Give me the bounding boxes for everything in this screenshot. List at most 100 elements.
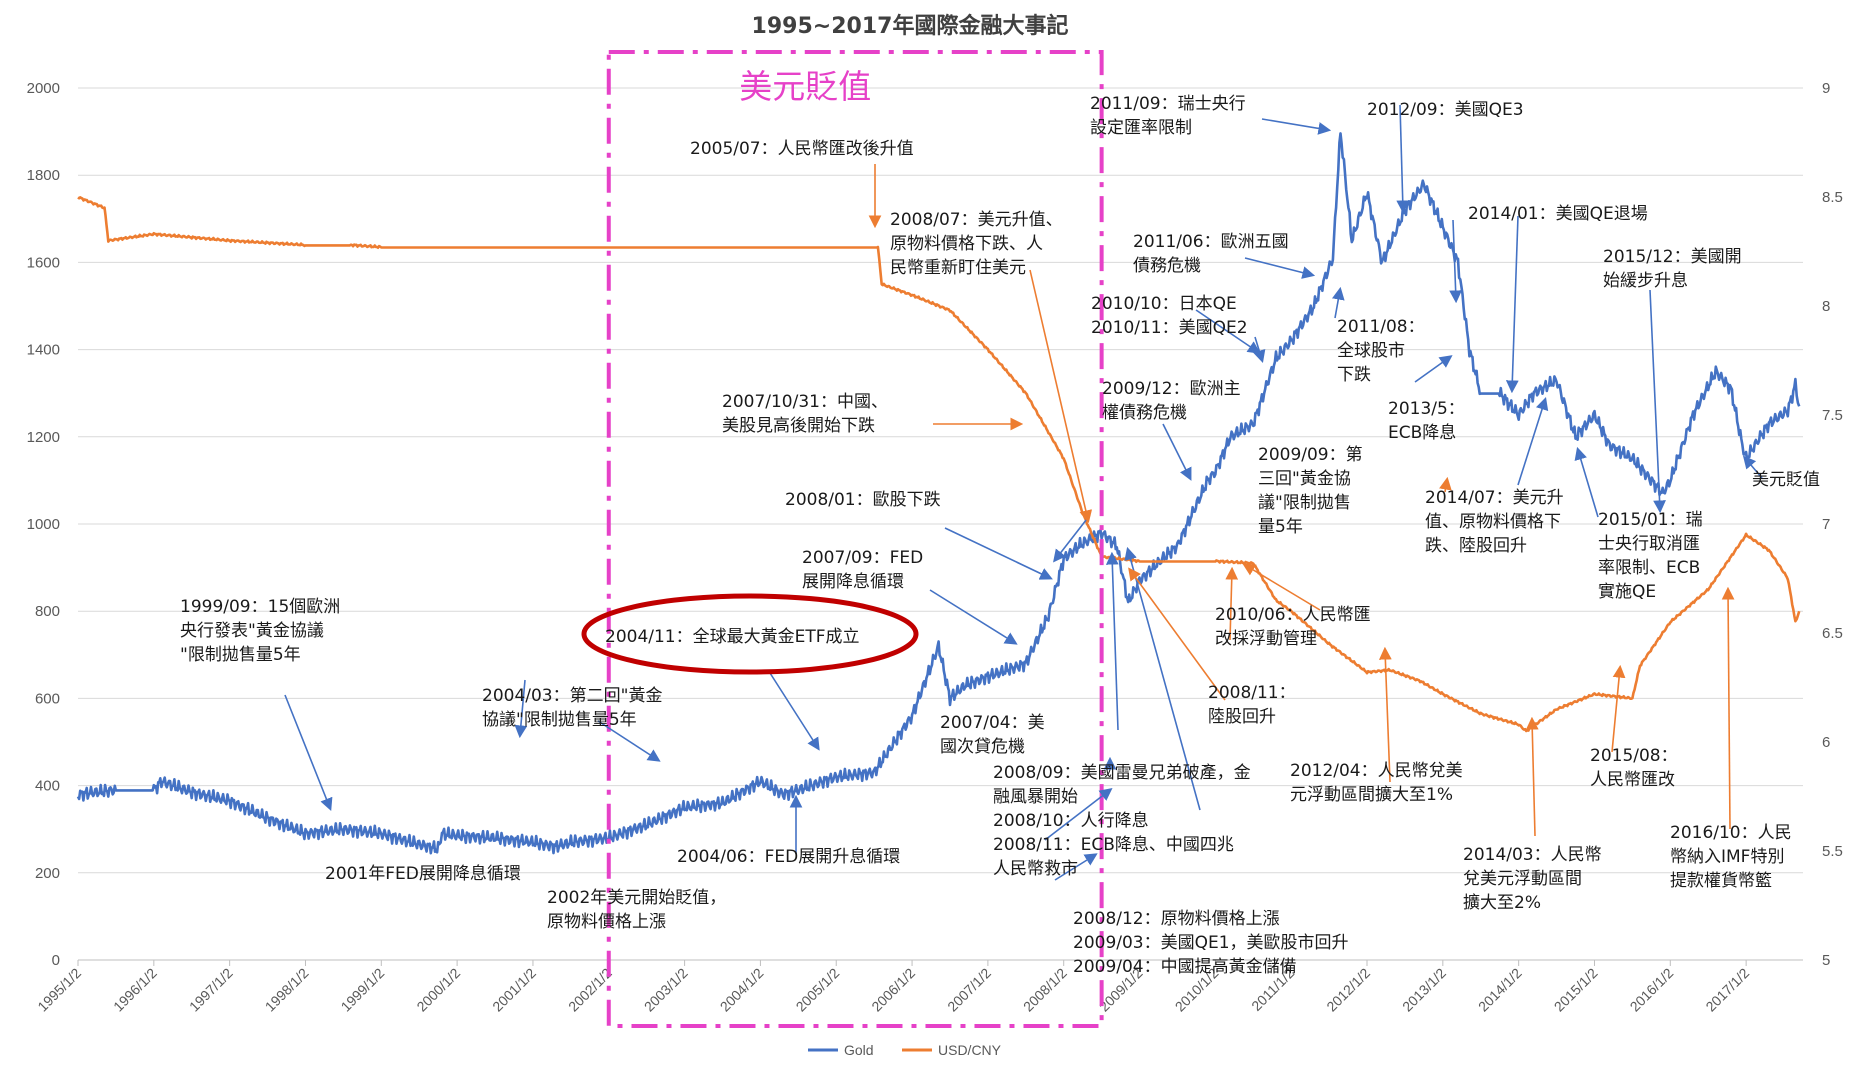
y-left-tick-label: 1600	[27, 254, 60, 271]
annotation-line: "限制拋售量5年	[180, 645, 301, 665]
y-right-tick-label: 7.5	[1822, 407, 1843, 424]
x-tick-label: 1996/1/2	[110, 965, 160, 1015]
y-left-tick-label: 400	[35, 778, 60, 795]
y-left-tick-label: 1000	[27, 516, 60, 533]
annotation-line: 國次貸危機	[940, 737, 1025, 757]
annotation-line: 2009/09：第	[1258, 445, 1363, 465]
annotation-arrow	[1044, 788, 1113, 841]
annotation: 2013/5： ECB降息	[1388, 399, 1465, 443]
chart-title: 1995~2017年國際金融大事記	[752, 13, 1069, 39]
annotation: 2014/03：人民幣兌美元浮動區間擴大至2%	[1463, 845, 1602, 913]
annotation-arrow	[1611, 664, 1626, 753]
y-right-tick-label: 5.5	[1822, 843, 1843, 860]
annotation: 美元貶值	[1752, 470, 1820, 490]
annotation-arrow	[1449, 219, 1463, 304]
annotation-line: 協議"限制拋售量5年	[482, 710, 637, 730]
annotation: 2010/10：日本QE 2010/11：美國QE2	[1091, 294, 1248, 338]
annotation-line: 2011/08：	[1337, 317, 1425, 337]
annotation: 2014/07：美元升值、原物料價格下跌、陸股回升	[1425, 488, 1564, 556]
y-left-tick-label: 800	[35, 603, 60, 620]
annotation: 2016/10：人民幣納入IMF特別提款權貨幣籃	[1670, 823, 1792, 891]
annotation-line: 民幣重新盯住美元	[890, 258, 1026, 278]
annotation-arrow	[1396, 104, 1410, 214]
annotation: 2014/01：美國QE退場	[1468, 204, 1648, 224]
y-right-tick-label: 9	[1822, 80, 1830, 97]
series-lines	[76, 132, 1801, 855]
annotation-arrow	[1414, 355, 1453, 383]
annotation-line: 2004/11：全球最大黃金ETF成立	[605, 627, 860, 647]
annotation-arrow	[929, 589, 1018, 645]
annotation-arrow	[769, 672, 820, 751]
annotation-line: 量5年	[1258, 517, 1303, 537]
annotation-arrow	[1721, 586, 1735, 830]
annotation-line: 人民幣救市	[993, 859, 1078, 879]
gridlines	[78, 87, 1803, 961]
annotation: 2007/10/31：中國、美股見高後開始下跌	[722, 392, 888, 436]
annotation-line: ECB降息	[1388, 423, 1456, 443]
x-tick-label: 2014/1/2	[1475, 965, 1525, 1015]
annotation: 2011/06：歐洲五國債務危機	[1133, 232, 1289, 276]
annotation-line: 2015/12：美國開	[1603, 247, 1742, 267]
annotation-arrow	[1225, 566, 1239, 641]
annotation-arrow	[1525, 716, 1539, 837]
annotation: 2012/04：人民幣兌美元浮動區間擴大至1%	[1290, 761, 1463, 805]
annotation-arrow	[1505, 215, 1519, 394]
x-tick-label: 2012/1/2	[1323, 965, 1373, 1015]
annotation-arrow	[1242, 563, 1321, 611]
annotation-arrow	[1574, 446, 1599, 518]
annotation-arrow	[944, 527, 1053, 580]
highlight-label: 美元貶值	[739, 67, 871, 106]
annotation-line: 2010/06：人民幣匯	[1215, 605, 1371, 625]
annotation: 2015/08： 人民幣匯改	[1590, 746, 1678, 790]
annotation-line: 始緩步升息	[1603, 271, 1688, 291]
annotation-line: 展開降息循環	[802, 572, 904, 592]
annotation: 2009/09：第三回"黃金協議"限制拋售量5年	[1258, 445, 1363, 537]
y-left-tick-label: 0	[52, 952, 60, 969]
annotation-line: 值、原物料價格下	[1425, 512, 1561, 532]
y-right-tick-label: 6	[1822, 734, 1830, 751]
annotation: 2015/12：美國開始緩步升息	[1603, 247, 1742, 291]
x-tick-label: 2016/1/2	[1627, 965, 1677, 1015]
annotation-line: 跌、陸股回升	[1425, 536, 1527, 556]
annotation: 2004/11：全球最大黃金ETF成立	[605, 627, 860, 647]
x-tick-label: 2015/1/2	[1551, 965, 1601, 1015]
annotation-arrow	[514, 679, 528, 739]
annotation-arrow	[1128, 567, 1226, 701]
annotation-line: 2015/08：	[1590, 746, 1678, 766]
annotation-line: 下跌	[1337, 365, 1371, 385]
annotation-line: 2004/06：FED展開升息循環	[677, 847, 900, 867]
annotation-line: 央行發表"黃金協議	[180, 621, 324, 641]
y-right-tick-label: 8	[1822, 298, 1830, 315]
series-line-usdcny	[77, 196, 1801, 733]
x-tick-label: 2003/1/2	[641, 965, 691, 1015]
annotation-line: 權債務危機	[1102, 403, 1187, 423]
annotation: 1999/09：15個歐洲央行發表"黃金協議 "限制拋售量5年	[180, 597, 340, 665]
annotation-line: 2012/04：人民幣兌美	[1290, 761, 1463, 781]
annotation-line: 2004/03：第二回"黃金	[482, 686, 662, 706]
x-tick-label: 2000/1/2	[413, 965, 463, 1015]
annotation: 2009/12：歐洲主權債務危機	[1102, 379, 1241, 423]
annotation-line: 2008/12：原物料價格上漲	[1073, 909, 1280, 929]
annotation-arrows	[284, 104, 1763, 881]
x-axis: 1995/1/2 1996/1/2 1997/1/2 1998/1/2 1999/1/2…	[34, 959, 1803, 1015]
annotation-arrow	[1253, 336, 1266, 364]
etf-highlight-ellipse	[581, 593, 919, 675]
highlight-box: 美元貶值	[606, 50, 1104, 1028]
annotation: 2005/07：人民幣匯改後升值	[690, 139, 914, 159]
annotation-arrow	[1162, 423, 1192, 481]
annotation: 2008/01：歐股下跌	[785, 490, 941, 510]
annotation-line: 兌美元浮動區間	[1463, 869, 1582, 889]
annotation-line: 士央行取消匯	[1598, 534, 1700, 554]
annotation-arrow	[1244, 257, 1316, 279]
y-left-tick-label: 200	[35, 865, 60, 882]
annotation-line: 2002年美元開始貶值，	[547, 888, 726, 908]
series-line-gold	[76, 132, 1801, 855]
x-tick-label: 2013/1/2	[1399, 965, 1449, 1015]
annotation: 2008/07：美元升值、原物料價格下跌、人民幣重新盯住美元	[890, 210, 1063, 278]
x-tick-label: 1998/1/2	[262, 965, 312, 1015]
annotation-line: 2008/10：人行降息	[993, 811, 1149, 831]
annotation-line: 2001年FED展開降息循環	[325, 864, 521, 884]
x-tick-label: 2004/1/2	[717, 965, 767, 1015]
annotation-line: 2010/10：日本QE	[1091, 294, 1237, 314]
annotation-arrow	[1517, 396, 1549, 486]
